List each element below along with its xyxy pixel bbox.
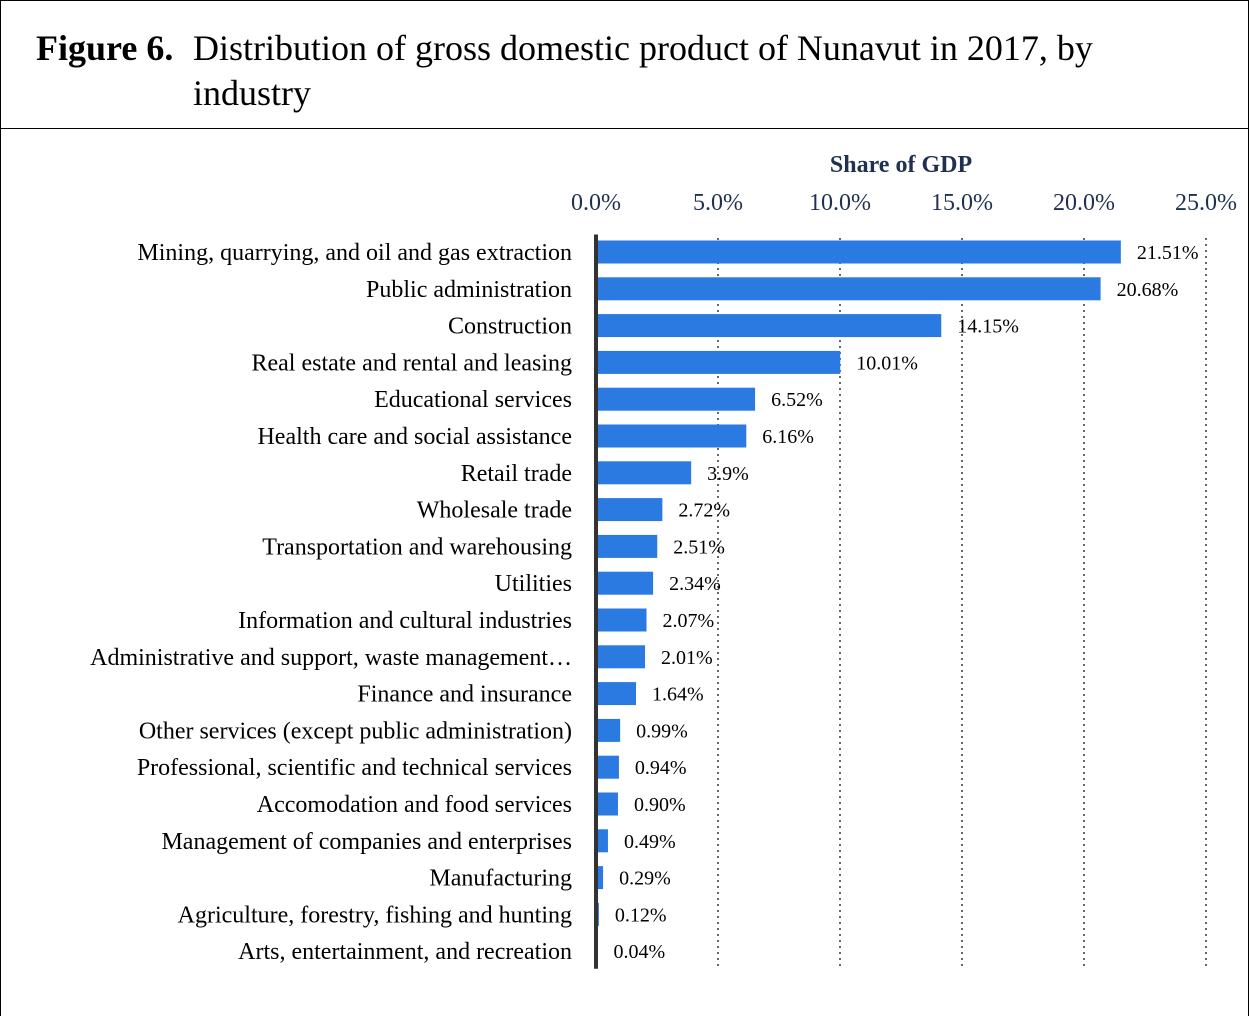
- x-tick-label: 25.0%: [1175, 190, 1237, 216]
- data-label: 6.52%: [771, 389, 823, 411]
- bar: [596, 682, 637, 706]
- bar: [596, 350, 841, 374]
- data-label: 0.94%: [635, 757, 687, 779]
- bar: [596, 387, 756, 411]
- data-label: 14.15%: [957, 316, 1019, 338]
- bar: [596, 571, 654, 595]
- bar: [596, 608, 647, 632]
- category-label: Arts, entertainment, and recreation: [238, 939, 572, 965]
- category-label: Other services (except public administra…: [139, 718, 572, 744]
- bar: [596, 645, 646, 669]
- bar: [596, 534, 658, 558]
- data-label: 2.01%: [661, 647, 713, 669]
- bar: [596, 498, 663, 522]
- x-tick-label: 20.0%: [1053, 190, 1115, 216]
- data-label: 0.29%: [619, 868, 671, 890]
- bar: [596, 240, 1121, 264]
- category-label: Administrative and support, waste manage…: [90, 645, 572, 671]
- category-labels: Mining, quarrying, and oil and gas extra…: [90, 240, 572, 965]
- category-label: Utilities: [495, 571, 572, 597]
- data-labels: 21.51% 20.68% 14.15% 10.01% 6.52% 6.16% 3.9% 2.…: [614, 242, 1199, 963]
- category-label: Mining, quarrying, and oil and gas extra…: [137, 240, 572, 266]
- data-label: 3.9%: [707, 463, 749, 485]
- bar: [596, 718, 621, 742]
- gridlines: [717, 238, 1207, 970]
- category-label: Wholesale trade: [417, 498, 572, 524]
- bar: [596, 314, 942, 338]
- data-label: 2.51%: [673, 536, 725, 558]
- category-label: Manufacturing: [429, 866, 572, 892]
- category-label: Health care and social assistance: [257, 424, 572, 450]
- data-label: 1.64%: [652, 684, 704, 706]
- data-label: 0.12%: [615, 904, 667, 926]
- x-tick-label: 15.0%: [931, 190, 993, 216]
- bar: [596, 829, 608, 853]
- data-label: 21.51%: [1137, 242, 1199, 264]
- data-label: 0.49%: [624, 831, 676, 853]
- category-label: Accomodation and food services: [257, 792, 572, 818]
- figure-title: Distribution of gross domestic product o…: [193, 28, 1093, 113]
- data-label: 0.90%: [634, 794, 686, 816]
- data-label: 2.72%: [678, 500, 730, 522]
- category-label: Finance and insurance: [357, 682, 572, 708]
- category-label: Public administration: [366, 277, 572, 303]
- data-label: 2.34%: [669, 573, 721, 595]
- bar: [596, 866, 604, 890]
- data-label: 2.07%: [663, 610, 715, 632]
- bar: [596, 461, 692, 485]
- category-label: Professional, scientific and technical s…: [137, 755, 572, 781]
- category-label: Transportation and warehousing: [262, 534, 572, 560]
- x-tick-label: 5.0%: [693, 190, 743, 216]
- x-tick-label: 0.0%: [571, 190, 621, 216]
- bar: [596, 755, 619, 779]
- bars: [596, 240, 1121, 963]
- data-label: 0.99%: [636, 720, 688, 742]
- x-axis-title: Share of GDP: [830, 152, 972, 178]
- figure-header: Figure 6. Distribution of gross domestic…: [0, 0, 1249, 129]
- category-label: Management of companies and enterprises: [161, 829, 572, 855]
- figure-label: Figure 6.: [36, 28, 174, 68]
- data-label: 10.01%: [856, 352, 918, 374]
- category-label: Construction: [448, 314, 572, 340]
- bar: [596, 792, 618, 816]
- category-label: Information and cultural industries: [238, 608, 572, 634]
- data-label: 6.16%: [762, 426, 814, 448]
- category-label: Educational services: [374, 387, 572, 413]
- data-label: 20.68%: [1117, 279, 1179, 301]
- bar: [596, 277, 1101, 301]
- bar: [596, 424, 747, 448]
- category-label: Agriculture, forestry, fishing and hunti…: [178, 902, 572, 928]
- x-tick-label: 10.0%: [809, 190, 871, 216]
- category-label: Real estate and rental and leasing: [251, 350, 572, 376]
- data-label: 0.04%: [614, 941, 666, 963]
- x-tick-labels: 0.0% 5.0% 10.0% 15.0% 20.0% 25.0%: [571, 190, 1237, 216]
- category-label: Retail trade: [461, 461, 572, 487]
